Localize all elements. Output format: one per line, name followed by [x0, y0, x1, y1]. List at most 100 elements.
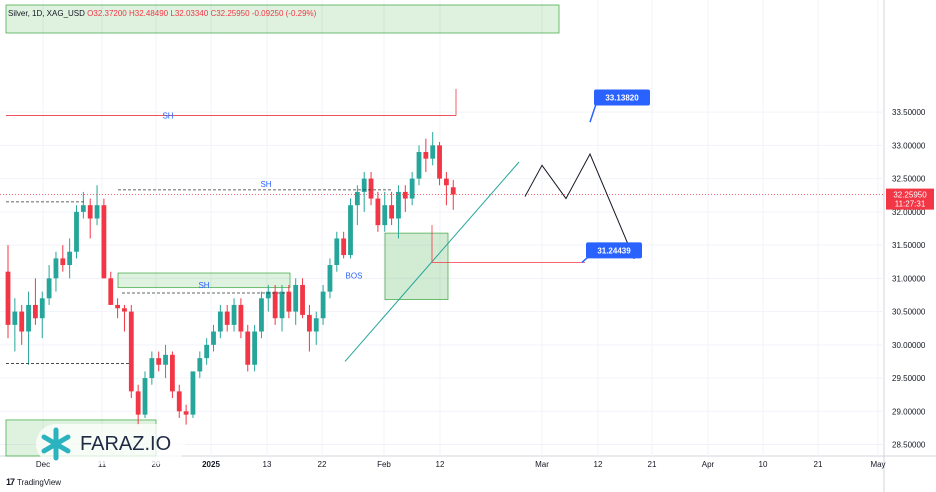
candle-body — [142, 378, 148, 415]
sh-label: SH — [260, 180, 271, 189]
candle-body — [293, 284, 299, 312]
y-tick-label: 32.00000 — [892, 208, 926, 217]
candle-body — [224, 311, 230, 325]
candle-body — [231, 304, 237, 325]
x-tick-label: 12 — [594, 460, 603, 469]
candle-body — [135, 391, 141, 415]
footer: 17 TradingView — [6, 477, 61, 487]
candle-body — [327, 265, 333, 292]
x-tick-label: 21 — [648, 460, 657, 469]
candle-body — [272, 291, 278, 319]
chart-drawings: SH SH SH BOS 33.13820 31.24439 — [0, 88, 884, 364]
y-tick-label: 31.50000 — [892, 241, 926, 250]
order-block-zone — [384, 232, 449, 301]
candle-body — [156, 358, 162, 365]
target-low-pointer — [581, 256, 589, 263]
candle-body — [450, 187, 456, 195]
x-tick-label: Mar — [535, 460, 549, 469]
target-high-callout: 33.13820 — [594, 89, 650, 106]
last-price-badge — [886, 188, 934, 210]
candle-body — [128, 311, 134, 392]
y-tick-label: 31.00000 — [892, 274, 926, 283]
target-low-callout: 31.24439 — [586, 242, 642, 259]
brand-name: FARAZ.IO — [80, 432, 172, 455]
candle-body — [300, 284, 305, 315]
candle-body — [286, 291, 292, 312]
candle-body — [444, 178, 449, 186]
candle-body — [33, 304, 38, 319]
candle-body — [60, 258, 66, 266]
supply-zone-top — [5, 4, 560, 34]
chart-zones — [5, 4, 560, 457]
candle-body — [80, 205, 86, 212]
candle-body — [217, 311, 223, 332]
candle-body — [176, 391, 182, 412]
candle-body — [67, 251, 73, 266]
symbol-label: Silver, 1D, XAG_USD — [8, 9, 85, 18]
x-tick-label: 2025 — [202, 460, 220, 469]
y-tick-label: 28.50000 — [892, 441, 926, 450]
target-low-callout-text: 31.24439 — [597, 246, 631, 255]
countdown-text: 11:27:31 — [895, 200, 926, 209]
close-value: C32.25950 — [210, 9, 250, 18]
demand-zone-middle — [117, 272, 291, 289]
candle-body — [108, 278, 114, 305]
x-tick-label: 20 — [152, 460, 161, 469]
y-tick-label: 29.50000 — [892, 374, 926, 383]
candle-body — [279, 291, 285, 319]
candle-body — [389, 205, 394, 219]
candle-body — [149, 358, 155, 379]
x-tick-label: 10 — [759, 460, 768, 469]
target-low-callout-box — [586, 242, 642, 259]
tradingview-logo-icon: 17 — [6, 477, 15, 487]
high-value: H32.48490 — [128, 9, 169, 18]
y-tick-label: 29.00000 — [892, 407, 926, 416]
ohlc-legend: Silver, 1D, XAG_USD O32.37200 H32.48490 … — [8, 9, 316, 18]
candle-body — [245, 331, 251, 365]
candle-body — [46, 278, 52, 299]
x-tick-label: 12 — [436, 460, 445, 469]
candle-body — [368, 178, 374, 199]
x-tick-label: Feb — [377, 460, 391, 469]
x-tick-label: May — [870, 460, 885, 469]
candlesticks — [5, 132, 456, 425]
bos-label: BOS — [346, 271, 363, 280]
price-axis[interactable]: 33.50000 33.00000 32.50000 32.00000 31.50000… — [886, 108, 934, 450]
candle-body — [409, 178, 415, 199]
x-tick-label: 21 — [814, 460, 823, 469]
x-tick-label: 13 — [263, 460, 272, 469]
candle-body — [53, 258, 59, 279]
x-tick-label: 22 — [318, 460, 327, 469]
time-axis[interactable]: Dec 11 20 2025 13 22 Feb 12 Mar 12 21 Apr 10 21 May — [36, 460, 886, 469]
candle-body — [396, 191, 401, 219]
x-tick-label: Dec — [36, 460, 50, 469]
candle-body — [259, 298, 264, 332]
candle-body — [320, 291, 326, 319]
candle-body — [334, 238, 340, 266]
footer-brand: TradingView — [17, 477, 62, 487]
candle-body — [94, 205, 100, 219]
candle-body — [348, 205, 353, 256]
y-tick-label: 33.00000 — [892, 141, 926, 150]
candle-body — [163, 354, 168, 365]
sh-label: SH — [162, 111, 173, 120]
candle-body — [74, 211, 79, 252]
candle-body — [382, 205, 388, 226]
candle-body — [122, 308, 127, 312]
candle-body — [39, 298, 45, 319]
candle-body — [375, 198, 381, 226]
candle-body — [101, 205, 107, 279]
candle-body — [190, 371, 196, 415]
change-value: -0.09250 (-0.29%) — [251, 9, 317, 18]
candle-body — [313, 318, 319, 332]
candle-body — [437, 145, 442, 179]
open-value: O32.37200 — [87, 9, 127, 18]
x-tick-label: Apr — [702, 460, 715, 469]
candle-body — [238, 304, 244, 332]
candle-body — [197, 358, 203, 372]
candle-body — [211, 331, 216, 345]
y-tick-label: 30.00000 — [892, 341, 926, 350]
candle-body — [416, 152, 422, 179]
